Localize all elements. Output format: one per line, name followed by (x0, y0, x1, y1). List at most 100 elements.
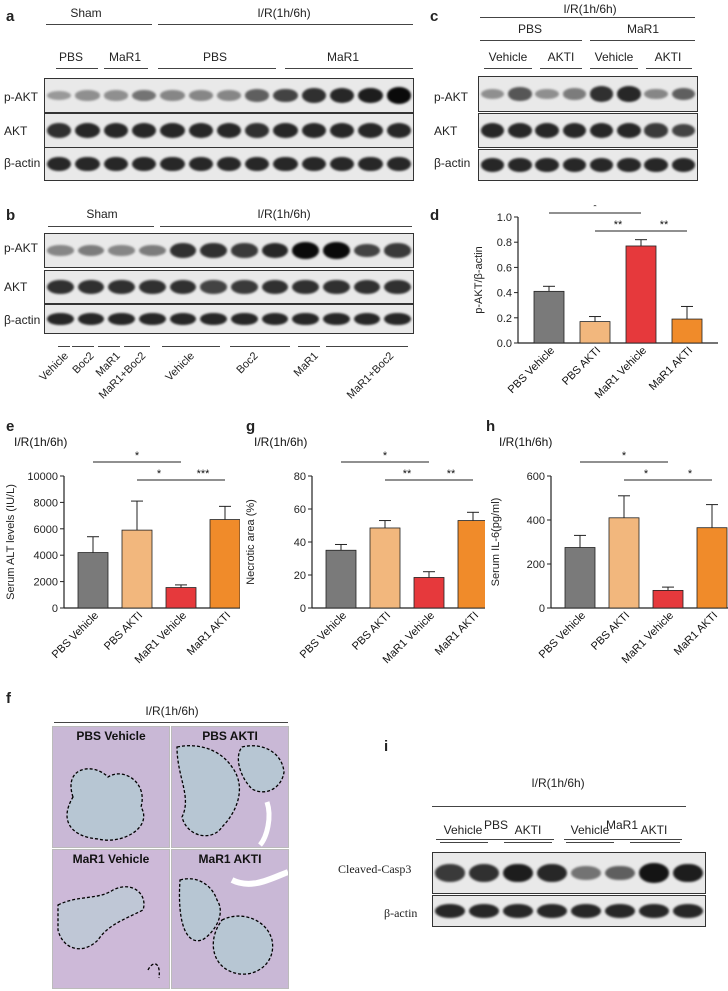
blot-pakt-c (478, 76, 698, 112)
blot-band (108, 245, 135, 256)
blot-band (535, 158, 559, 172)
blot-band (330, 156, 355, 172)
blot-band (301, 122, 327, 139)
bar (608, 517, 640, 609)
blot-casp3-i (432, 852, 706, 894)
significance-label: * (135, 450, 140, 462)
significance-label: * (644, 468, 649, 480)
blot-band (535, 88, 559, 100)
blot-band (160, 156, 185, 172)
histology-label: MaR1 Vehicle (72, 852, 150, 866)
x-tick-label: PBS Vehicle (50, 610, 101, 661)
y-tick-label: 20 (294, 570, 306, 582)
protein-label: Cleaved-Casp3 (338, 862, 412, 876)
x-tick-label: PBS AKTI (102, 610, 145, 653)
panel-label-i: i (384, 738, 389, 755)
blot-band (386, 87, 412, 104)
significance-label: * (688, 468, 693, 480)
blot-band (605, 865, 635, 881)
bracket-lane (58, 346, 70, 347)
blot-band (216, 122, 242, 139)
blot-band (323, 242, 350, 259)
blot-band (131, 122, 157, 139)
blot-band (231, 280, 258, 294)
blot-band (261, 242, 289, 259)
blot-band (537, 904, 567, 918)
bar (121, 529, 153, 609)
bracket-lane (504, 842, 552, 843)
x-tick-label: MaR1 AKTI (433, 610, 481, 658)
bar (579, 321, 611, 344)
group-pbs: PBS (202, 50, 228, 64)
bracket-lane (162, 346, 220, 347)
blot-band (617, 122, 641, 139)
blot-band (139, 279, 166, 295)
x-tick-label: PBS Vehicle (537, 610, 588, 661)
bracket-sham (48, 226, 154, 227)
significance-label: ** (447, 468, 456, 480)
y-axis-label: p-AKT/β-actin (473, 246, 485, 313)
blot-band (562, 158, 587, 172)
bracket-ir (158, 24, 413, 25)
bar (77, 552, 109, 609)
blot-band (671, 123, 696, 138)
y-tick-label: 80 (294, 471, 306, 483)
panel-label-c: c (430, 8, 439, 25)
bracket-mar1 (564, 839, 682, 840)
protein-label: β-actin (4, 156, 41, 170)
blot-band (644, 88, 668, 100)
y-tick-label: 0.6 (497, 262, 512, 274)
histology-image (172, 727, 288, 847)
histology-mar1-akti: MaR1 AKTI (171, 849, 289, 989)
chart-condition: I/R(1h/6h) (14, 435, 67, 449)
blot-band (605, 904, 635, 918)
y-tick-label: 6000 (34, 524, 58, 536)
blot-band (292, 279, 319, 295)
bracket-lane (540, 68, 582, 69)
bracket-mar1 (590, 40, 695, 41)
blot-band (589, 122, 614, 139)
blot-band (77, 279, 105, 295)
histology-label: PBS AKTI (202, 729, 258, 743)
group-ir: I/R(1h/6h) (563, 2, 617, 16)
blot-band (160, 90, 185, 101)
protein-label: p-AKT (434, 90, 469, 104)
protein-label: p-AKT (4, 241, 39, 255)
blot-akt-c (478, 113, 698, 148)
significance-label: * (622, 450, 627, 462)
blot-bactin-a (44, 147, 414, 181)
protein-label: β-actin (434, 156, 471, 170)
chart-g: I/R(1h/6h) 0 20 40 60 80 Necrotic area (%) PBS … (245, 435, 485, 666)
blot-band (508, 87, 532, 101)
blot-band (571, 904, 601, 918)
blot-band (216, 90, 242, 101)
blot-band (617, 86, 641, 102)
blot-band (75, 156, 100, 172)
y-tick-label: 1.0 (497, 212, 512, 224)
lane-label: Boc2 (234, 350, 261, 377)
blot-band (75, 90, 100, 101)
bracket-lane (590, 68, 638, 69)
bar (533, 290, 565, 344)
bracket-lane (326, 346, 408, 347)
group-sham: Sham (70, 6, 102, 20)
x-tick-label: MaR1 AKTI (672, 610, 720, 658)
bracket-lane (566, 842, 614, 843)
protein-label: AKT (4, 124, 28, 138)
blot-band (480, 158, 505, 172)
blot-band (639, 904, 669, 918)
y-tick-label: 0 (300, 603, 306, 615)
bar (413, 577, 445, 609)
blot-band (386, 156, 412, 172)
lane-label: Vehicle (488, 50, 528, 64)
y-tick-label: 2000 (34, 577, 58, 589)
blot-band (323, 279, 350, 295)
group-ir: I/R(1h/6h) (257, 6, 311, 20)
bracket-ir (480, 17, 695, 18)
blot-band (435, 904, 465, 918)
panel-label-f: f (6, 690, 11, 707)
blot-band (200, 312, 227, 326)
bracket-pbs (480, 40, 582, 41)
blot-band (384, 312, 411, 326)
panel-label-d: d (430, 207, 440, 224)
